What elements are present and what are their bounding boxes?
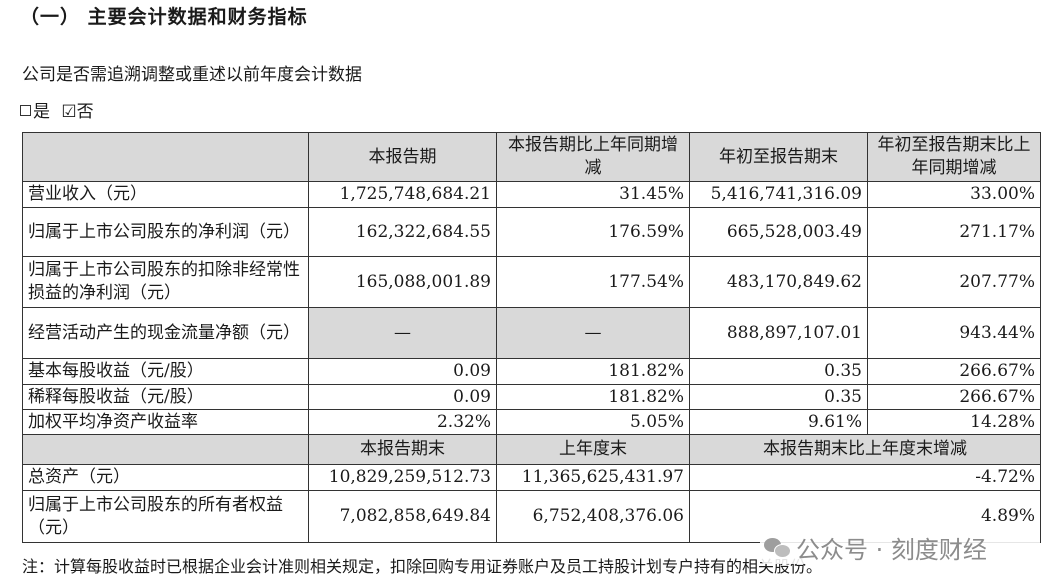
cell-period-end: 10,829,259,512.73 xyxy=(308,464,497,491)
header-prior-year-end: 上年度末 xyxy=(496,434,690,465)
cell-ytd-change: 207.77% xyxy=(867,256,1041,308)
cell-prior-year-end: 6,752,408,376.06 xyxy=(496,490,690,543)
section-title: （一） 主要会计数据和财务指标 xyxy=(20,6,308,28)
cell-current-period: — xyxy=(308,307,497,359)
table-row: 归属于上市公司股东的净利润（元） 162,322,684.55 176.59% … xyxy=(22,207,1041,257)
cell-current-change: 181.82% xyxy=(496,384,690,410)
table-row: 加权平均净资产收益率 2.32% 5.05% 9.61% 14.28% xyxy=(22,409,1041,435)
header-ytd-change: 年初至报告期末比上年同期增减 xyxy=(867,132,1041,182)
cell-current-period: 2.32% xyxy=(308,409,497,435)
restatement-question: 公司是否需追溯调整或重述以前年度会计数据 xyxy=(22,65,362,85)
table-row: 营业收入（元） 1,725,748,684.21 31.45% 5,416,74… xyxy=(22,181,1041,208)
header-blank-cell xyxy=(22,132,309,182)
cell-current-change: 177.54% xyxy=(496,256,690,308)
no-label: 否 xyxy=(76,102,94,122)
header-ytd: 年初至报告期末 xyxy=(689,132,868,182)
table-row: 经营活动产生的现金流量净额（元） — — 888,897,107.01 943.… xyxy=(22,307,1041,359)
cell-ytd: 665,528,003.49 xyxy=(689,207,868,257)
cell-period-end: 7,082,858,649.84 xyxy=(308,490,497,543)
financial-data-table: 本报告期 本报告期比上年同期增减 年初至报告期末 年初至报告期末比上年同期增减 … xyxy=(22,132,1041,543)
watermark: 公众号 · 刻度财经 xyxy=(760,530,1040,564)
cell-ytd-change: 266.67% xyxy=(867,358,1041,385)
table-row: 总资产（元） 10,829,259,512.73 11,365,625,431.… xyxy=(22,464,1041,491)
row-label: 总资产（元） xyxy=(22,464,309,491)
header-current-change: 本报告期比上年同期增减 xyxy=(496,132,690,182)
table-row: 基本每股收益（元/股） 0.09 181.82% 0.35 266.67% xyxy=(22,358,1041,385)
cell-ytd-change: 943.44% xyxy=(867,307,1041,359)
yes-label: 是 xyxy=(33,102,50,122)
cell-current-change: — xyxy=(496,307,690,359)
wechat-icon xyxy=(764,536,791,558)
cell-ytd-change: 14.28% xyxy=(867,409,1041,435)
cell-prior-year-end: 11,365,625,431.97 xyxy=(496,464,690,491)
no-checkbox-checked-icon: ☑ xyxy=(61,102,77,122)
header-current-period: 本报告期 xyxy=(308,132,497,182)
cell-current-period: 0.09 xyxy=(308,384,497,410)
cell-ytd-change: 271.17% xyxy=(867,207,1041,257)
row-label: 归属于上市公司股东的净利润（元） xyxy=(22,207,309,257)
row-label: 归属于上市公司股东的扣除非经常性损益的净利润（元） xyxy=(22,256,309,308)
cell-ytd: 483,170,849.62 xyxy=(689,256,868,308)
header-period-end: 本报告期末 xyxy=(308,434,497,465)
cell-ytd-change: 266.67% xyxy=(867,384,1041,410)
header2-blank-cell xyxy=(22,434,309,465)
cell-current-period: 1,725,748,684.21 xyxy=(308,181,497,208)
footnote: 注：计算每股收益时已根据企业会计准则相关规定，扣除回购专用证券账户及员工持股计划… xyxy=(22,557,823,576)
cell-current-change: 176.59% xyxy=(496,207,690,257)
table-row: 稀释每股收益（元/股） 0.09 181.82% 0.35 266.67% xyxy=(22,384,1041,410)
row-label: 经营活动产生的现金流量净额（元） xyxy=(22,307,309,359)
cell-ytd: 5,416,741,316.09 xyxy=(689,181,868,208)
table-row: 归属于上市公司股东的扣除非经常性损益的净利润（元） 165,088,001.89… xyxy=(22,256,1041,308)
cell-current-period: 165,088,001.89 xyxy=(308,256,497,308)
cell-ytd: 9.61% xyxy=(689,409,868,435)
row-label: 稀释每股收益（元/股） xyxy=(22,384,309,410)
cell-current-change: 181.82% xyxy=(496,358,690,385)
header-period-end-change: 本报告期末比上年度末增减 xyxy=(689,434,1041,465)
cell-ytd-change: 33.00% xyxy=(867,181,1041,208)
cell-ytd: 888,897,107.01 xyxy=(689,307,868,359)
cell-current-change: 5.05% xyxy=(496,409,690,435)
cell-current-period: 0.09 xyxy=(308,358,497,385)
cell-ytd: 0.35 xyxy=(689,384,868,410)
row-label: 营业收入（元） xyxy=(22,181,309,208)
row-label: 加权平均净资产收益率 xyxy=(22,409,309,435)
row-label: 基本每股收益（元/股） xyxy=(22,358,309,385)
row-label: 归属于上市公司股东的所有者权益（元） xyxy=(22,490,309,543)
cell-ytd: 0.35 xyxy=(689,358,868,385)
cell-current-period: 162,322,684.55 xyxy=(308,207,497,257)
yes-checkbox xyxy=(20,105,31,116)
cell-current-change: 31.45% xyxy=(496,181,690,208)
watermark-text: 公众号 · 刻度财经 xyxy=(796,535,987,564)
restatement-options: 是 ☑否 xyxy=(20,97,94,122)
cell-period-end-change: -4.72% xyxy=(689,464,1041,491)
